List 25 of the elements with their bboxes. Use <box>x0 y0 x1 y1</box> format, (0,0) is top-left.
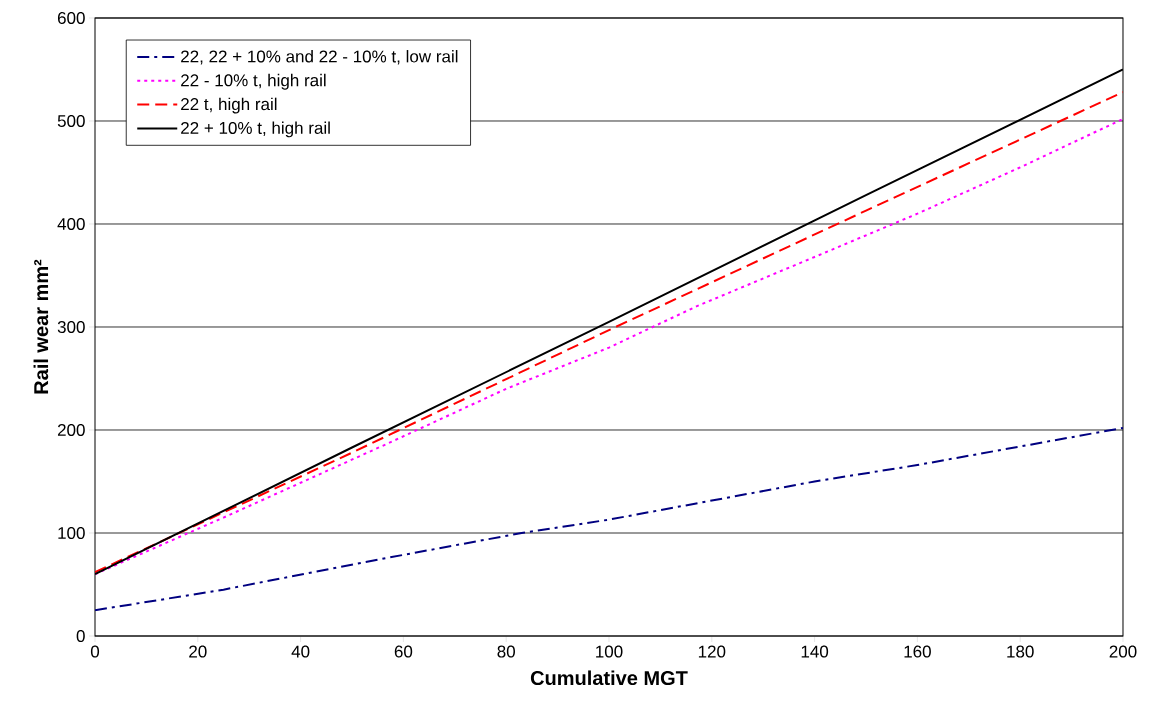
x-axis-title: Cumulative MGT <box>530 670 688 686</box>
x-tick-label: 120 <box>698 645 726 658</box>
legend-label: 22 - 10% t, high rail <box>181 73 326 90</box>
x-tick-label: 0 <box>90 645 100 658</box>
legend-label: 22 t, high rail <box>181 97 277 114</box>
y-tick-label: 300 <box>57 320 85 334</box>
x-tick-label: 20 <box>189 645 207 658</box>
y-tick-label: 500 <box>57 114 85 128</box>
line-series <box>95 426 1123 612</box>
legend-label: 22 + 10% t, high rail <box>181 121 330 138</box>
y-axis-title: Rail wear mm² <box>33 259 49 394</box>
x-tick-label: 100 <box>596 645 623 658</box>
y-tick-label: 600 <box>57 11 85 25</box>
y-tick-label: 0 <box>76 629 85 643</box>
x-tick-label: 180 <box>1007 645 1034 658</box>
y-tick-label: 200 <box>57 423 85 437</box>
y-tick-label: 100 <box>58 526 85 540</box>
x-tick-label: 160 <box>904 645 931 658</box>
x-tick-label: 40 <box>291 645 310 658</box>
x-tick-label: 60 <box>394 645 413 658</box>
legend-label: 22, 22 + 10% and 22 - 10% t, low rail <box>181 50 458 65</box>
x-tick-label: 80 <box>497 645 515 658</box>
y-tick-label: 400 <box>57 217 85 231</box>
x-tick-label: 140 <box>801 645 829 658</box>
x-tick-label: 200 <box>1109 645 1137 658</box>
